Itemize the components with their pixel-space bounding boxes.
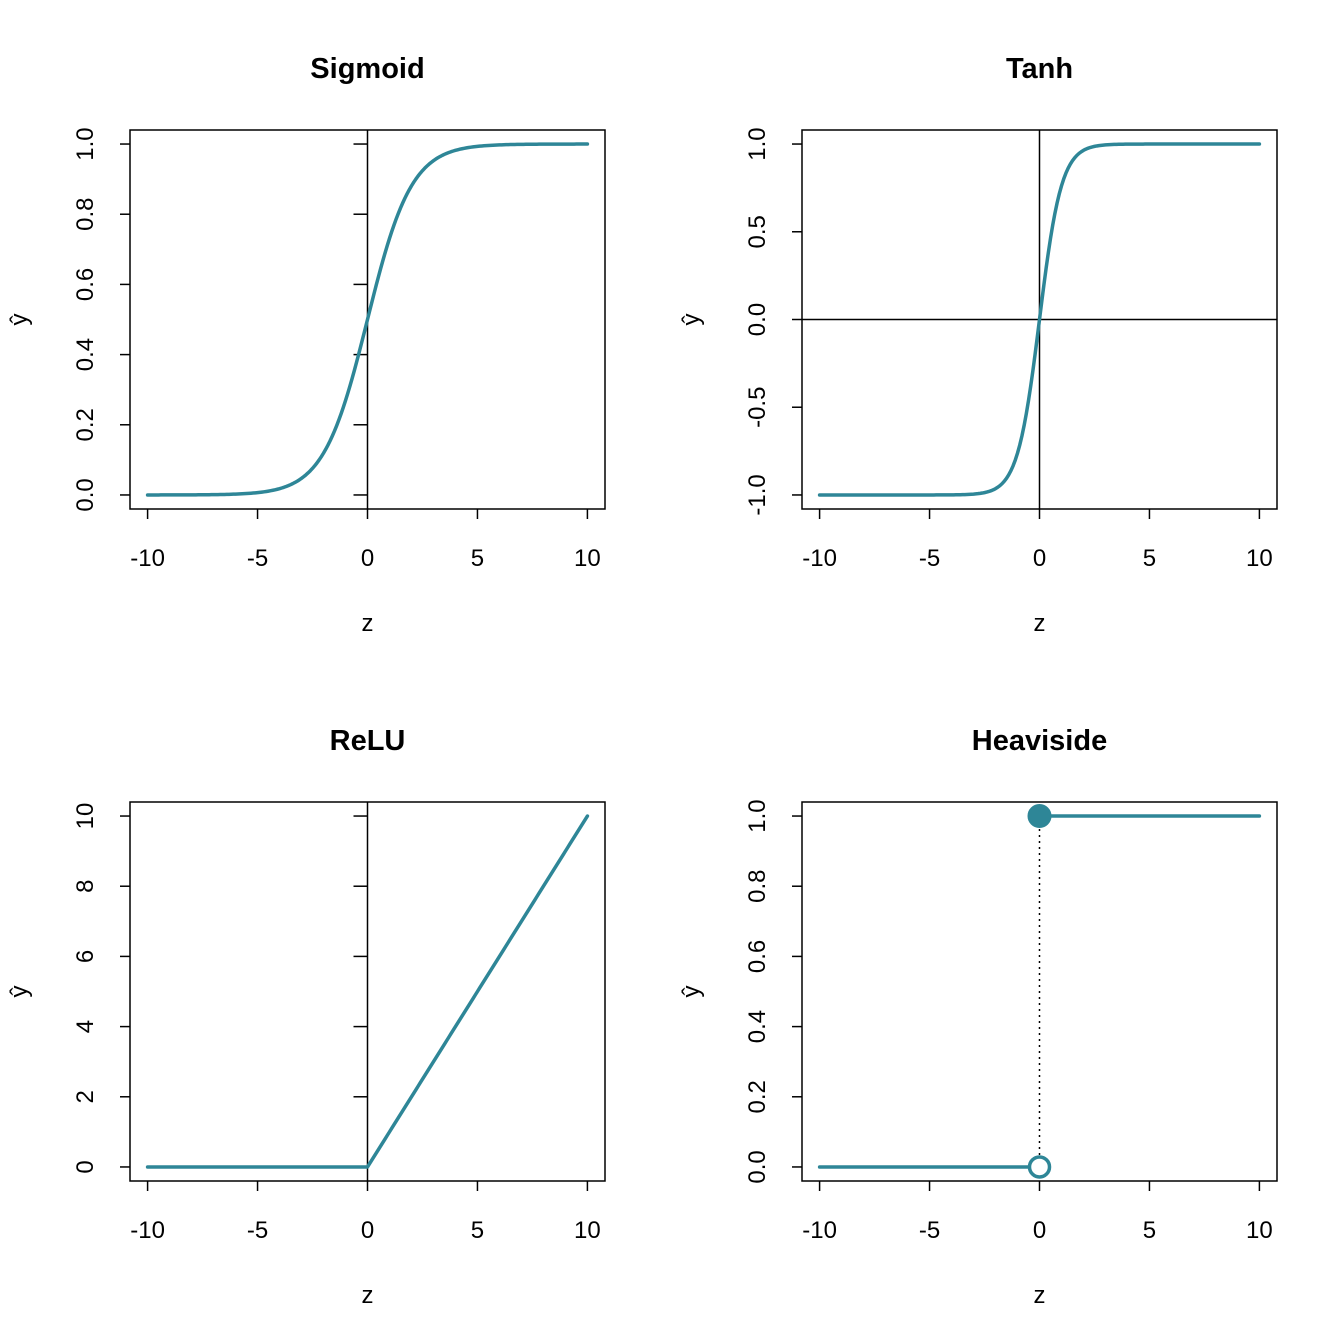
tanh-curve	[817, 142, 1262, 497]
tanh-y-tick-label: -0.5	[744, 387, 771, 428]
tanh-y-axis-label: ŷ	[678, 314, 705, 326]
tanh-y-tick-label: 1.0	[744, 127, 771, 160]
heaviside-x-tick-label: 0	[1033, 1217, 1046, 1244]
heaviside-x-tick-label: 10	[1246, 1217, 1273, 1244]
heaviside-x-axis-label: z	[1034, 1282, 1046, 1309]
sigmoid-y-tick-label: 0.8	[72, 198, 99, 231]
heaviside-x-tick-label: -5	[919, 1217, 940, 1244]
sigmoid-y-tick-label: 1.0	[72, 127, 99, 160]
heaviside-y-axis-label: ŷ	[678, 986, 705, 998]
tanh-x-tick-label: 0	[1033, 545, 1046, 572]
heaviside-open-point	[1027, 1155, 1052, 1179]
heaviside-title: Heaviside	[972, 725, 1107, 757]
tanh-x-tick-label: -10	[802, 545, 837, 572]
sigmoid-y-tick-label: 0.0	[72, 478, 99, 511]
heaviside-closed-point	[1027, 804, 1052, 829]
sigmoid-x-tick-label: 0	[361, 545, 374, 572]
sigmoid-y-tick-label: 0.4	[72, 338, 99, 371]
relu-x-tick-label: 5	[471, 1217, 484, 1244]
sigmoid-y-tick-label: 0.6	[72, 268, 99, 301]
relu-x-tick-label: -10	[130, 1217, 165, 1244]
panel-sigmoid: Sigmoid -10 -5 0 5 10 0.0 0.2 0.4 0.6 0.8 1.0 z ŷ	[6, 53, 606, 637]
sigmoid-x-tick-label: 10	[574, 545, 601, 572]
heaviside-y-tick-label: 0.2	[744, 1080, 771, 1113]
tanh-y-tick-label: 0.5	[744, 215, 771, 248]
tanh-title: Tanh	[1006, 53, 1073, 85]
tanh-x-tick-label: -5	[919, 545, 940, 572]
relu-y-tick-label: 10	[72, 803, 99, 830]
heaviside-y-tick-label: 1.0	[744, 799, 771, 832]
relu-x-tick-label: 0	[361, 1217, 374, 1244]
relu-curve	[145, 814, 590, 1169]
relu-x-tick-label: -5	[247, 1217, 268, 1244]
sigmoid-y-tick-label: 0.2	[72, 408, 99, 441]
sigmoid-title: Sigmoid	[310, 53, 424, 85]
relu-title: ReLU	[330, 725, 406, 757]
sigmoid-x-tick-label: -10	[130, 545, 165, 572]
relu-y-tick-label: 6	[72, 950, 99, 963]
relu-y-tick-label: 0	[72, 1160, 99, 1173]
relu-y-tick-label: 2	[72, 1090, 99, 1103]
relu-y-tick-label: 8	[72, 880, 99, 893]
relu-y-tick-label: 4	[72, 1020, 99, 1033]
heaviside-y-tick-label: 0.4	[744, 1010, 771, 1043]
heaviside-y-tick-label: 0.8	[744, 870, 771, 903]
heaviside-y-tick-label: 0.6	[744, 940, 771, 973]
tanh-x-tick-label: 10	[1246, 545, 1273, 572]
sigmoid-x-axis-label: z	[362, 610, 374, 637]
panel-tanh: Tanh -10 -5 0 5 10 -1.0 -0.5 0.0 0.5 1.0 z ŷ	[678, 53, 1278, 637]
heaviside-y-tick-label: 0.0	[744, 1150, 771, 1183]
relu-x-axis-label: z	[362, 1282, 374, 1309]
sigmoid-y-axis-label: ŷ	[6, 314, 33, 326]
tanh-x-tick-label: 5	[1143, 545, 1156, 572]
tanh-y-tick-label: 0.0	[744, 303, 771, 336]
tanh-x-axis-label: z	[1034, 610, 1046, 637]
heaviside-x-tick-label: -10	[802, 1217, 837, 1244]
sigmoid-x-tick-label: -5	[247, 545, 268, 572]
heaviside-x-tick-label: 5	[1143, 1217, 1156, 1244]
sigmoid-curve	[145, 142, 590, 497]
panel-heaviside: Heaviside -10 -5 0 5 10 0.0 0.2 0.4 0.6 0.8 1.0 z ŷ	[678, 725, 1278, 1309]
relu-y-axis-label: ŷ	[6, 986, 33, 998]
panel-relu: ReLU -10 -5 0 5 10 0 2 4 6 8 10 z ŷ	[6, 725, 606, 1309]
relu-x-tick-label: 10	[574, 1217, 601, 1244]
sigmoid-x-tick-label: 5	[471, 545, 484, 572]
tanh-y-tick-label: -1.0	[744, 474, 771, 515]
